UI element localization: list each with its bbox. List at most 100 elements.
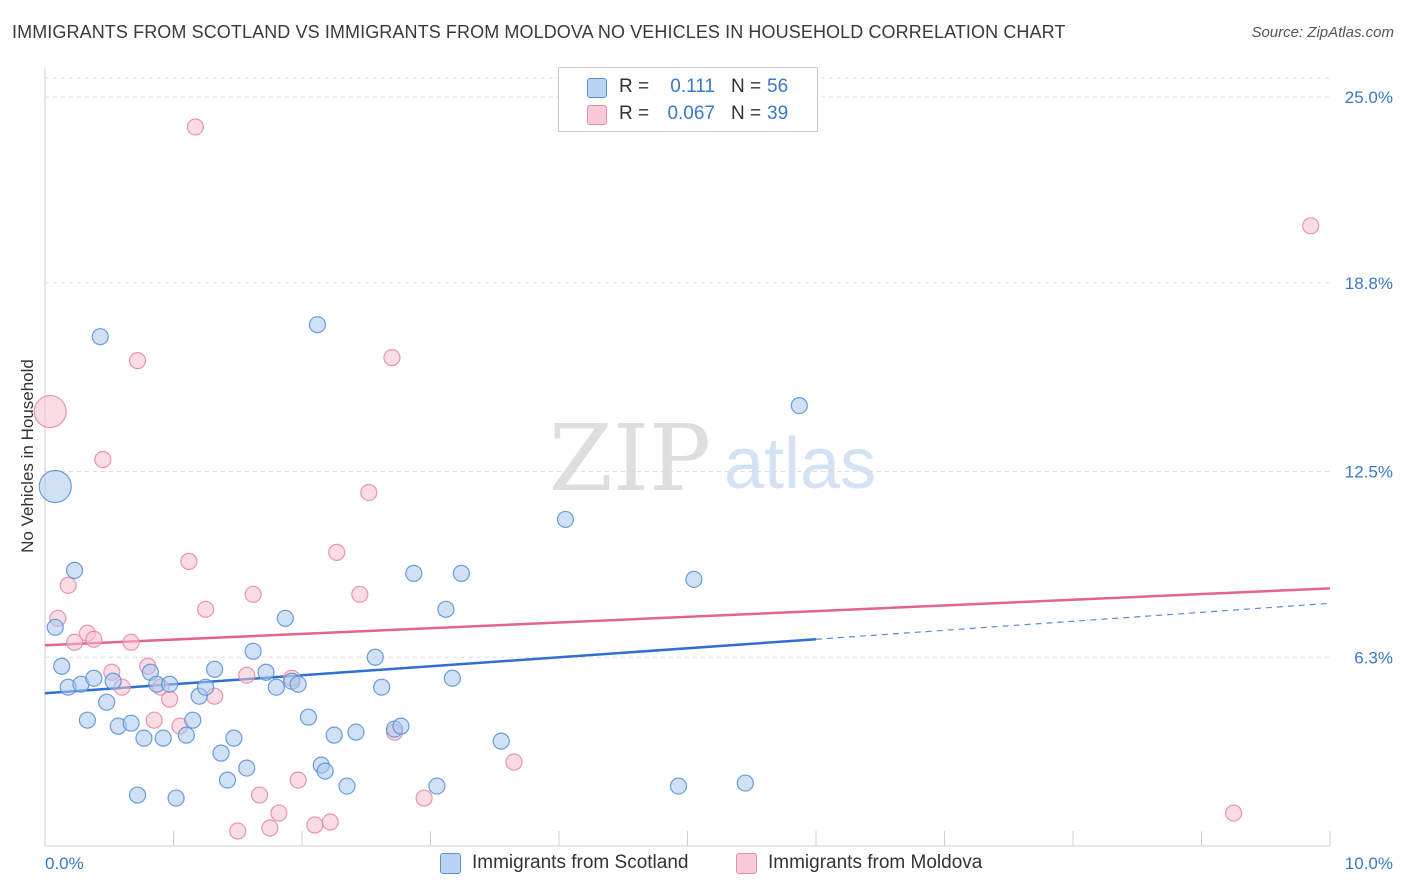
scotland-point xyxy=(685,570,703,588)
legend-n-label: N = xyxy=(731,76,762,97)
watermark-zip: ZIP xyxy=(549,405,711,512)
scotland-point xyxy=(452,564,470,582)
scotland-point xyxy=(38,469,72,504)
moldova-point xyxy=(1225,804,1243,822)
moldova-point xyxy=(261,819,279,837)
scotland-point xyxy=(276,609,294,627)
legend-r-label: R = xyxy=(619,103,650,124)
moldova-point xyxy=(415,789,433,807)
scotland-point xyxy=(428,777,446,795)
scotland-point xyxy=(53,657,71,675)
moldova-point xyxy=(145,711,163,729)
scotland-point xyxy=(206,660,224,678)
moldova-point xyxy=(351,585,369,603)
legend-n-value: 39 xyxy=(767,103,789,124)
scotland-point xyxy=(392,717,410,735)
scotland-point xyxy=(316,762,334,780)
scotland-point xyxy=(167,789,185,807)
watermark-atlas: atlas xyxy=(724,424,876,504)
x-tick-label: 10.0% xyxy=(1345,854,1393,873)
moldova-point xyxy=(270,804,288,822)
scotland-point xyxy=(347,723,365,741)
legend-r-value: 0.111 xyxy=(670,76,715,97)
scotland-point xyxy=(65,561,84,579)
scotland-point xyxy=(492,732,510,750)
moldova-point xyxy=(197,600,215,618)
scotland-point xyxy=(790,396,808,415)
y-tick-label: 25.0% xyxy=(1345,88,1393,107)
y-tick-label: 12.5% xyxy=(1345,463,1393,482)
scotland-point xyxy=(128,786,147,804)
scotland-point xyxy=(669,777,688,795)
moldova-point xyxy=(33,394,67,429)
scotland-trend-extension xyxy=(815,602,1331,640)
moldova-point xyxy=(85,630,103,648)
scotland-point xyxy=(437,600,455,618)
legend-n-value: 56 xyxy=(767,76,789,97)
scotland-point xyxy=(46,618,64,636)
moldova-point xyxy=(238,666,256,684)
scotland-point xyxy=(212,744,230,762)
scotland-point xyxy=(405,564,423,582)
moldova-point xyxy=(94,450,112,469)
axes xyxy=(44,68,1331,847)
scotland-point xyxy=(325,726,343,744)
scotland-point xyxy=(736,774,754,792)
moldova-point xyxy=(505,753,523,771)
y-tick-label: 6.3% xyxy=(1354,648,1393,667)
scotland-point xyxy=(556,510,575,529)
watermark: ZIP atlas xyxy=(549,405,876,512)
moldova-trend-line xyxy=(44,587,1331,647)
legend-label-moldova: Immigrants from Moldova xyxy=(768,852,983,873)
y-tick-label: 18.8% xyxy=(1345,274,1393,293)
scotland-point xyxy=(257,663,275,681)
scotland-point xyxy=(177,726,195,744)
scotland-point xyxy=(366,648,384,666)
scotland-point xyxy=(135,729,153,747)
legend-swatch-moldova xyxy=(736,853,757,874)
moldova-point xyxy=(229,822,247,840)
moldova-point xyxy=(1302,217,1320,235)
legend-label-scotland: Immigrants from Scotland xyxy=(472,852,689,873)
scotland-point xyxy=(244,642,262,660)
scotland-point xyxy=(218,771,237,789)
scotland-point xyxy=(184,711,202,729)
moldova-point xyxy=(383,349,401,367)
trend-lines xyxy=(44,587,1331,695)
moldova-point xyxy=(122,633,140,651)
scotland-point xyxy=(104,672,122,690)
moldova-point xyxy=(186,118,204,136)
legend-r-value: 0.067 xyxy=(667,103,715,124)
legend-r-label: R = xyxy=(619,76,650,97)
scotland-point xyxy=(338,777,356,795)
moldova-point xyxy=(65,633,84,651)
legend-swatch-scotland xyxy=(587,78,607,98)
moldova-point xyxy=(321,813,339,831)
scotland-point xyxy=(161,675,179,693)
scotland-point xyxy=(238,759,256,777)
legend-swatch-moldova xyxy=(587,105,607,125)
legend-swatch-scotland xyxy=(440,853,461,874)
scotland-point xyxy=(91,328,109,346)
moldova-point xyxy=(244,585,262,603)
scotland-point xyxy=(85,669,103,687)
data-points xyxy=(33,118,1320,840)
scotland-point xyxy=(122,714,140,732)
scotland-point xyxy=(443,669,461,687)
scotland-point xyxy=(197,678,215,696)
moldova-point xyxy=(180,552,198,570)
scotland-point xyxy=(289,675,307,693)
scotland-point xyxy=(225,729,243,747)
grid-lines xyxy=(45,77,1330,658)
x-tick-label: 0.0% xyxy=(45,854,84,873)
moldova-point xyxy=(161,690,179,708)
moldova-point xyxy=(289,771,307,789)
source-label: Source: ZipAtlas.com xyxy=(1251,24,1394,41)
scotland-point xyxy=(299,708,318,726)
moldova-point xyxy=(59,576,77,594)
scotland-point xyxy=(267,678,285,696)
y-axis-label: No Vehicles in Household xyxy=(18,359,37,553)
moldova-point xyxy=(360,483,378,502)
moldova-point xyxy=(328,543,346,561)
